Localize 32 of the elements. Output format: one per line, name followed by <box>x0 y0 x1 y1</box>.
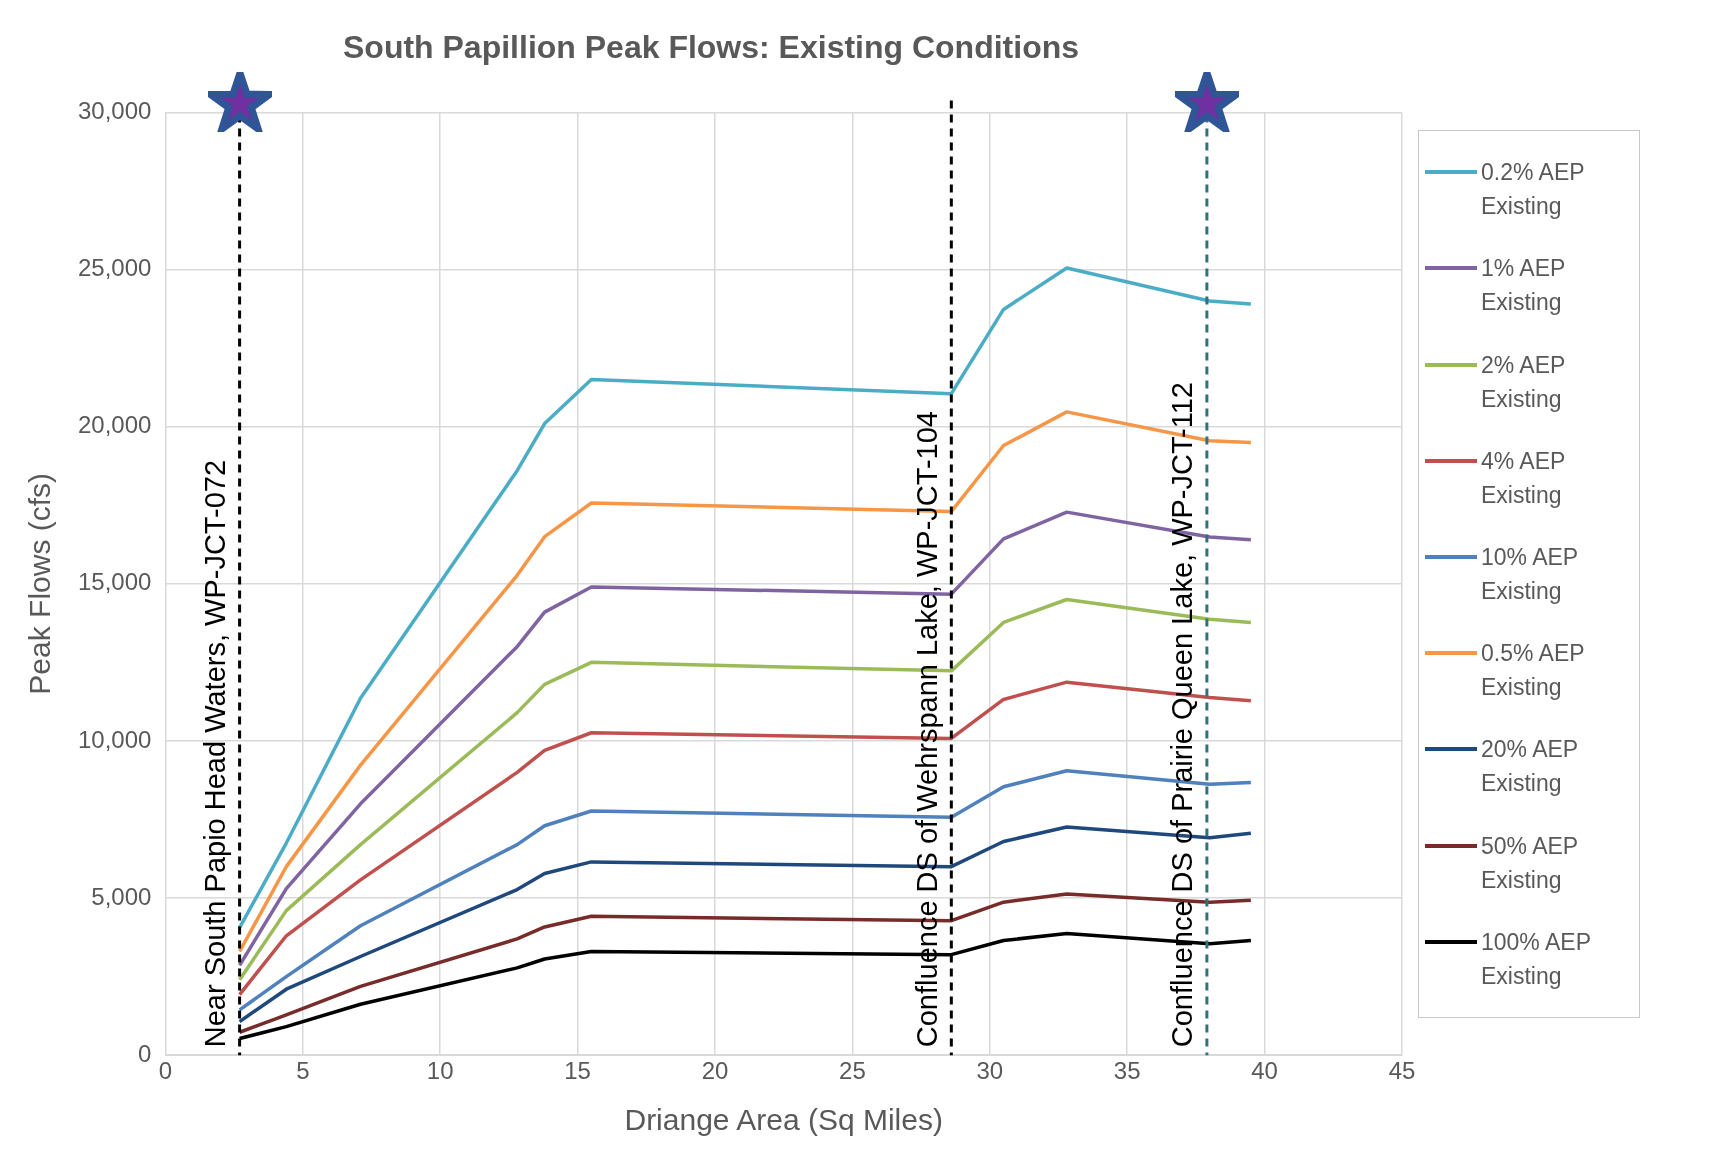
x-tick-label: 25 <box>839 1057 866 1085</box>
x-tick-label: 30 <box>976 1057 1004 1085</box>
legend-label: 50% AEP Existing <box>1481 831 1579 895</box>
x-tick-label: 20 <box>701 1057 729 1085</box>
legend-label: 0.2% AEP Existing <box>1481 158 1586 222</box>
y-tick-label: 10,000 <box>78 725 152 753</box>
legend-label: 20% AEP Existing <box>1481 735 1579 799</box>
legend-label: 100% AEP Existing <box>1481 927 1592 991</box>
x-tick-label: 45 <box>1388 1057 1416 1085</box>
y-tick-label: 5,000 <box>91 882 152 910</box>
x-tick-label: 40 <box>1251 1057 1278 1085</box>
x-tick-label: 15 <box>564 1057 591 1085</box>
x-tick-label: 35 <box>1113 1057 1141 1085</box>
y-tick-label: 15,000 <box>78 568 152 596</box>
ref-line-label: Confluence DS of Wehrspann Lake, WP-JCT-104 <box>910 411 943 1048</box>
y-tick-label: 25,000 <box>78 254 152 282</box>
x-axis-title: Driange Area (Sq Miles) <box>624 1103 943 1137</box>
y-tick-label: 30,000 <box>78 97 152 125</box>
legend-label: 1% AEP Existing <box>1481 254 1566 318</box>
y-axis-title: Peak Flows (cfs) <box>23 472 57 695</box>
ref-line-label: Confluence DS of Prairie Queen Lake, WP-JCT-112 <box>1166 382 1199 1048</box>
x-tick-label: 10 <box>426 1057 454 1085</box>
y-tick-label: 0 <box>138 1039 152 1067</box>
x-tick-label: 5 <box>296 1057 310 1085</box>
legend-label: 4% AEP Existing <box>1481 446 1566 510</box>
y-tick-label: 20,000 <box>78 411 152 439</box>
legend-label: 2% AEP Existing <box>1481 350 1566 414</box>
x-tick-label: 0 <box>158 1057 173 1085</box>
legend-label: 10% AEP Existing <box>1481 543 1579 606</box>
legend-label: 0.5% AEP Existing <box>1481 639 1586 703</box>
ref-line-label: Near South Papio Head Waters, WP-JCT-072 <box>199 459 232 1048</box>
chart-title: South Papillion Peak Flows: Existing Conditions <box>342 29 1080 66</box>
